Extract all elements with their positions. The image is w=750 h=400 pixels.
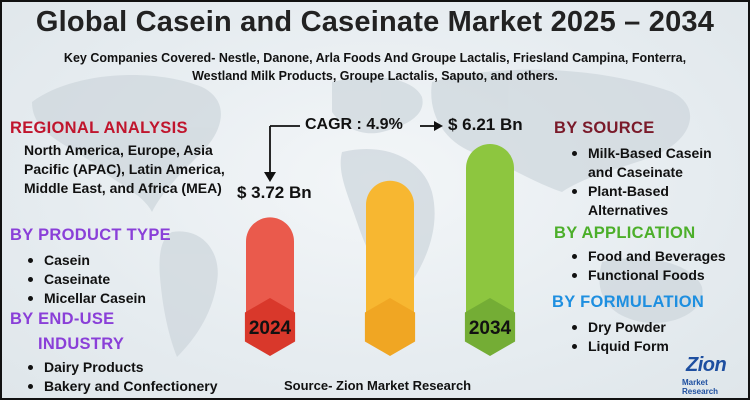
by-application-list: Food and Beverages Functional Foods — [568, 247, 726, 285]
list-item: Dairy Products — [24, 358, 218, 377]
cagr-label: CAGR : 4.9% — [305, 116, 403, 133]
year-label-2024: 2024 — [249, 318, 292, 339]
value-label-2034: $ 6.21 Bn — [448, 115, 523, 134]
value-label-2024: $ 3.72 Bn — [237, 183, 312, 202]
year-badge-mid — [364, 298, 416, 356]
by-application-heading: BY APPLICATION — [554, 224, 696, 242]
product-type-list: Casein Caseinate Micellar Casein — [24, 251, 146, 308]
list-item: Bakery and Confectionery — [24, 377, 218, 396]
end-use-list: Dairy Products Bakery and Confectionery — [24, 358, 218, 396]
by-source-list: Milk-Based Casein and Caseinate Plant-Ba… — [568, 144, 738, 220]
bar-2024 — [246, 217, 294, 327]
source-footer: Source- Zion Market Research — [284, 378, 472, 393]
list-item: Food and Beverages — [568, 247, 726, 266]
regional-analysis-text: North America, Europe, Asia Pacific (APA… — [24, 142, 225, 196]
list-item: Plant-Based Alternatives — [568, 182, 738, 220]
regional-analysis-heading: REGIONAL ANALYSIS — [10, 119, 188, 137]
year-badge-2024 — [244, 298, 296, 356]
list-item: Caseinate — [24, 270, 146, 289]
end-use-heading-line2: INDUSTRY — [38, 335, 125, 353]
by-formulation-list: Dry Powder Liquid Form — [568, 318, 669, 356]
cagr-arrow — [264, 121, 443, 182]
product-type-heading: BY PRODUCT TYPE — [10, 226, 171, 244]
list-item: Liquid Form — [568, 337, 669, 356]
list-item: Micellar Casein — [24, 289, 146, 308]
logo-name: Zion — [686, 354, 727, 376]
list-item: Functional Foods — [568, 266, 726, 285]
list-item: Milk-Based Casein and Caseinate — [568, 144, 738, 182]
year-badge-2034 — [464, 298, 516, 356]
key-companies-subtitle: Key Companies Covered- Nestle, Danone, A… — [63, 51, 687, 83]
bar-mid — [366, 180, 414, 327]
list-item: Dry Powder — [568, 318, 669, 337]
end-use-heading-line1: BY END-USE — [10, 310, 115, 328]
bar-2034 — [466, 144, 514, 327]
by-source-heading: BY SOURCE — [554, 119, 655, 137]
zion-logo: Zion Market Research — [682, 354, 744, 396]
year-label-2034: 2034 — [469, 318, 512, 339]
by-formulation-heading: BY FORMULATION — [552, 293, 705, 311]
list-item: Casein — [24, 251, 146, 270]
logo-tagline: Market Research — [682, 378, 719, 396]
page-title: Global Casein and Caseinate Market 2025 … — [35, 6, 715, 38]
